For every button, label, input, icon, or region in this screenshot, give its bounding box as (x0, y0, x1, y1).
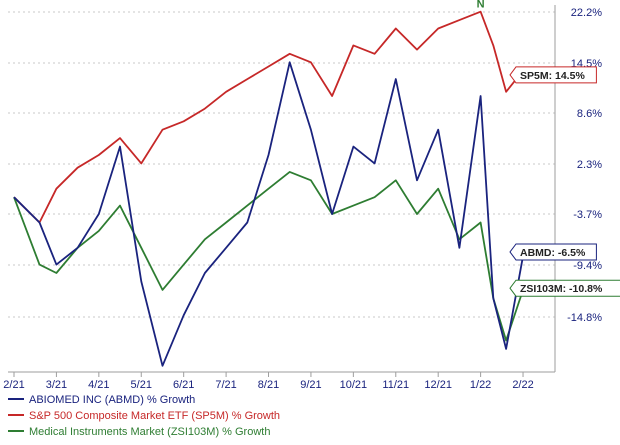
legend-entry: Medical Instruments Market (ZSI103M) % G… (29, 426, 270, 438)
y-tick-label: 8.6% (577, 108, 602, 120)
x-tick-label: 2/21 (3, 379, 24, 391)
y-tick-label: -9.4% (573, 260, 602, 272)
x-tick-label: 3/21 (46, 379, 67, 391)
x-tick-label: 11/21 (382, 379, 409, 391)
x-tick-label: 6/21 (173, 379, 194, 391)
x-tick-label: 12/21 (424, 379, 452, 391)
x-tick-label: 10/21 (340, 379, 368, 391)
y-tick-label: -3.7% (573, 209, 602, 221)
value-tag-label: ABMD: -6.5% (520, 247, 586, 259)
annotations: N (477, 0, 485, 11)
value-tag-label: SP5M: 14.5% (520, 70, 585, 82)
y-tick-label: 2.3% (577, 159, 602, 171)
series-line-3 (13, 170, 541, 342)
legend-entry: ABIOMED INC (ABMD) % Growth (29, 394, 195, 406)
y-tick-labels: 22.2%14.5%8.6%2.3%-3.7%-9.4%-14.8% (567, 7, 602, 324)
end-value-tags: ABMD: -6.5% SP5M: 14.5% ZSI103M: -10.8% (509, 66, 620, 297)
value-tag-box (509, 243, 597, 261)
value-tag-box (509, 279, 620, 297)
series-lines (13, 10, 541, 367)
series-line-1 (13, 61, 541, 367)
series-line-2 (13, 10, 541, 224)
x-tick-label: 8/21 (258, 379, 279, 391)
value-tag-label: ZSI103M: -10.8% (520, 283, 603, 295)
x-tick-label: 9/21 (300, 379, 321, 391)
value-tag-box (509, 66, 597, 84)
x-tick-label: 1/22 (470, 379, 491, 391)
y-tick-label: 22.2% (571, 7, 602, 19)
x-tick-label: 7/21 (215, 379, 236, 391)
x-tick-label: 4/21 (88, 379, 109, 391)
x-tick-label: 5/21 (131, 379, 152, 391)
x-tick-label: 2/22 (512, 379, 533, 391)
x-tick-labels: 2/21 3/21 4/21 5/21 6/21 7/21 8/21 9/21 10/21 11/… (3, 372, 534, 391)
annotation-label: N (477, 0, 485, 11)
legend-entry: S&P 500 Composite Market ETF (SP5M) % Gr… (29, 410, 280, 422)
legend: ABIOMED INC (ABMD) % Growth S&P 500 Compo… (8, 394, 280, 438)
y-tick-label: -14.8% (567, 312, 602, 324)
